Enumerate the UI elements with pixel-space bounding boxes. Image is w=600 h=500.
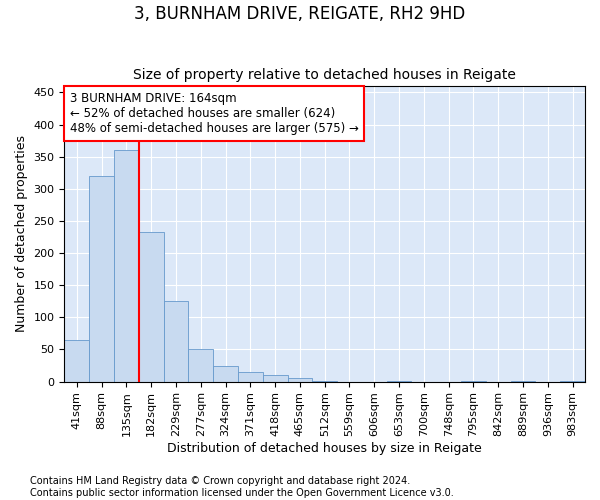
Bar	[263, 375, 287, 382]
Bar	[313, 381, 337, 382]
Text: 3 BURNHAM DRIVE: 164sqm
← 52% of detached houses are smaller (624)
48% of semi-d: 3 BURNHAM DRIVE: 164sqm ← 52% of detache…	[70, 92, 358, 135]
Bar	[560, 381, 585, 382]
Text: 3, BURNHAM DRIVE, REIGATE, RH2 9HD: 3, BURNHAM DRIVE, REIGATE, RH2 9HD	[134, 5, 466, 23]
Bar	[213, 366, 238, 382]
Text: Contains HM Land Registry data © Crown copyright and database right 2024.
Contai: Contains HM Land Registry data © Crown c…	[30, 476, 454, 498]
Bar	[114, 150, 139, 382]
Y-axis label: Number of detached properties: Number of detached properties	[15, 136, 28, 332]
Bar	[511, 381, 535, 382]
Bar	[461, 381, 486, 382]
X-axis label: Distribution of detached houses by size in Reigate: Distribution of detached houses by size …	[167, 442, 482, 455]
Bar	[164, 302, 188, 382]
Bar	[188, 350, 213, 382]
Bar	[64, 340, 89, 382]
Bar	[386, 381, 412, 382]
Title: Size of property relative to detached houses in Reigate: Size of property relative to detached ho…	[133, 68, 516, 82]
Bar	[287, 378, 313, 382]
Bar	[89, 176, 114, 382]
Bar	[139, 232, 164, 382]
Bar	[238, 372, 263, 382]
